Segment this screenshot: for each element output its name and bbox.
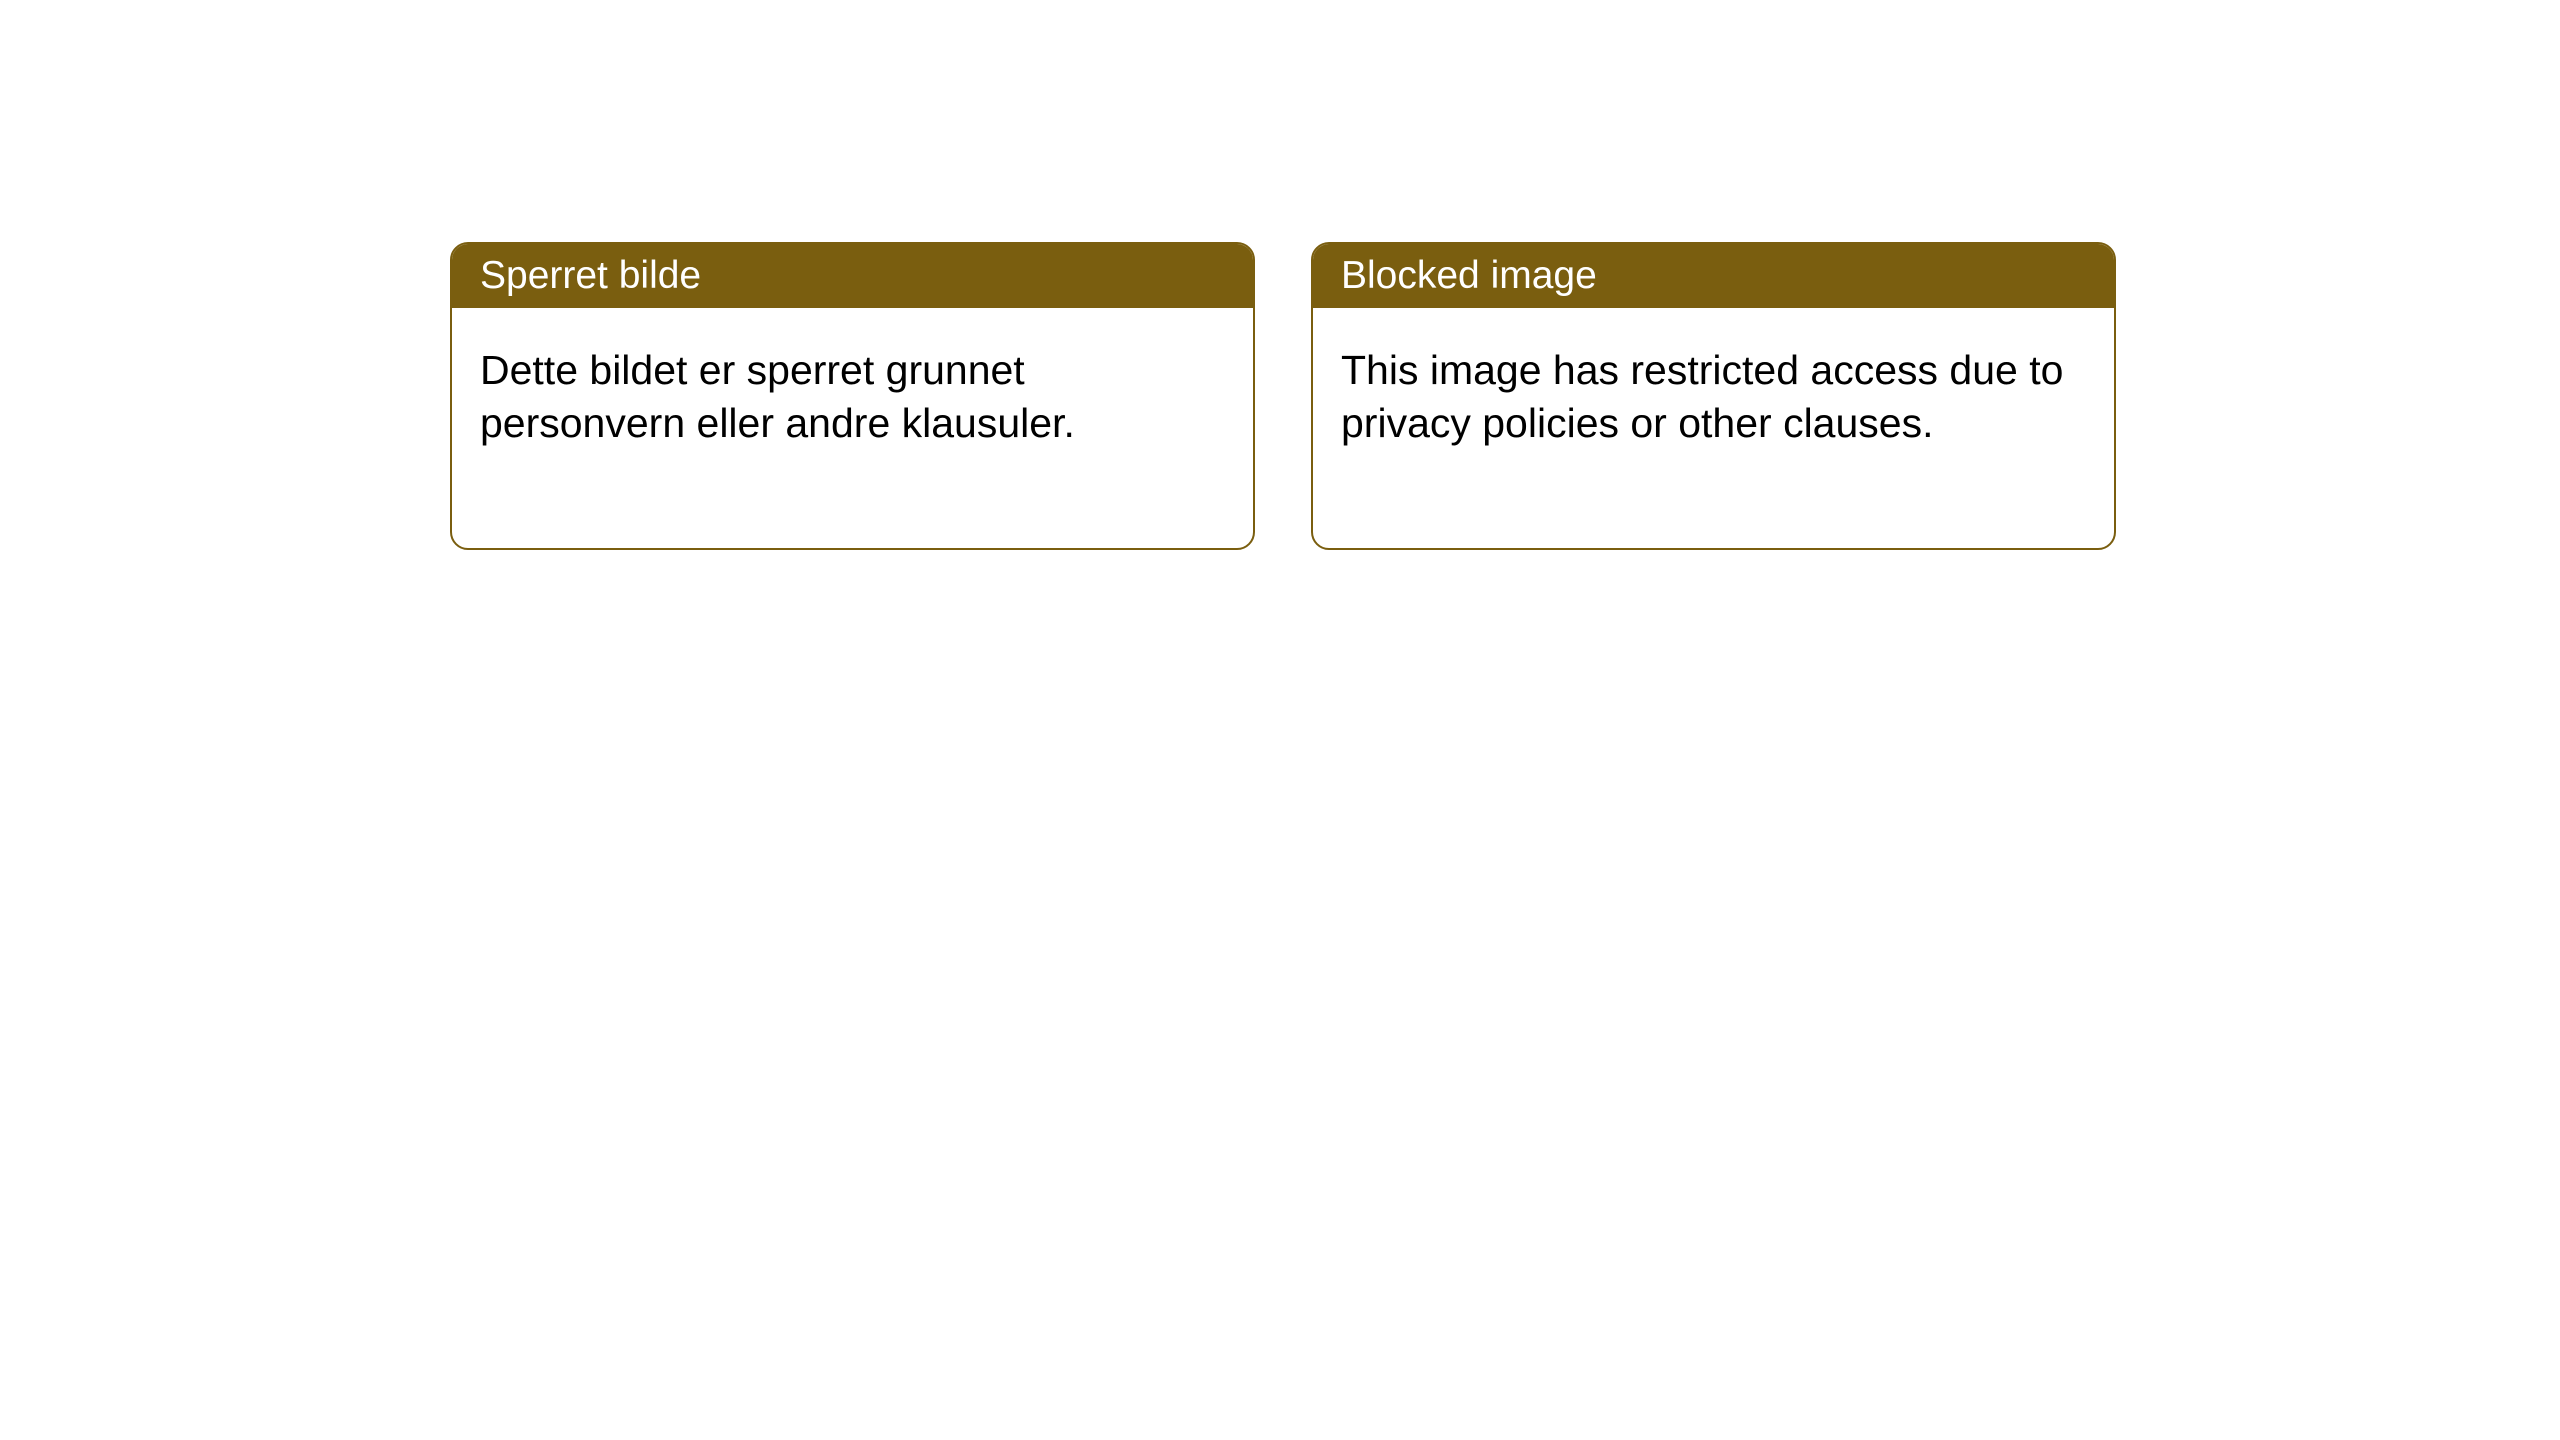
notice-card-body: This image has restricted access due to … <box>1313 308 2114 548</box>
notice-body-text: Dette bildet er sperret grunnet personve… <box>480 347 1075 446</box>
notice-card-header: Blocked image <box>1313 244 2114 308</box>
notice-title: Blocked image <box>1341 254 1597 297</box>
notice-body-text: This image has restricted access due to … <box>1341 347 2063 446</box>
notice-card-english: Blocked image This image has restricted … <box>1311 242 2116 550</box>
notice-title: Sperret bilde <box>480 254 701 297</box>
notice-container: Sperret bilde Dette bildet er sperret gr… <box>0 0 2560 550</box>
notice-card-header: Sperret bilde <box>452 244 1253 308</box>
notice-card-body: Dette bildet er sperret grunnet personve… <box>452 308 1253 548</box>
notice-card-norwegian: Sperret bilde Dette bildet er sperret gr… <box>450 242 1255 550</box>
